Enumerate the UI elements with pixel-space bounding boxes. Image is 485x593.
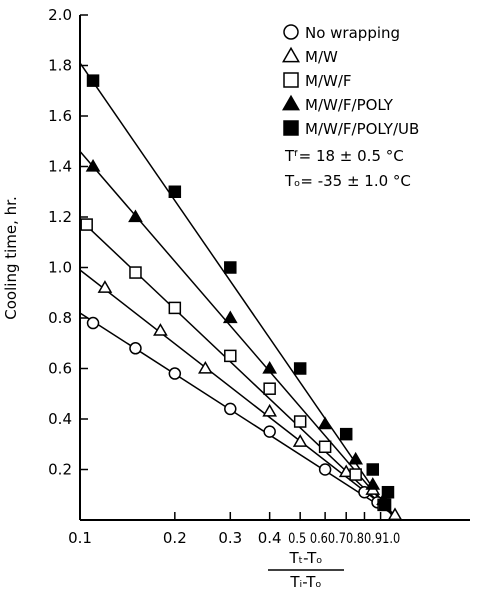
legend-label: M/W/F — [305, 72, 352, 90]
marker-triangle — [262, 403, 277, 417]
marker-triangle — [222, 310, 238, 324]
x-tick-label: 0.1 — [68, 529, 92, 547]
marker-square — [80, 218, 93, 231]
annotation-tf: Tᶠ= 18 ± 0.5 °C — [284, 147, 404, 165]
y-tick-label: 1.0 — [48, 259, 72, 277]
marker-square — [168, 185, 182, 198]
y-tick-label: 0.8 — [48, 309, 72, 327]
marker-square — [293, 362, 307, 375]
fit-line — [79, 312, 403, 521]
x-axis-label: Tₜ-Tₒ Tᵢ-Tₒ — [268, 549, 344, 591]
marker-square — [168, 301, 182, 315]
marker-triangle — [348, 451, 363, 465]
x-tick-label-strip: 0.5 0.60.70.80.91.0 — [288, 531, 400, 547]
marker-square — [366, 463, 380, 476]
marker-circle — [224, 402, 237, 416]
fit-line — [79, 150, 399, 521]
legend-label: No wrapping — [305, 24, 400, 42]
marker-triangle — [365, 477, 381, 490]
marker-square — [129, 266, 142, 279]
marker-circle — [129, 342, 142, 355]
y-tick-label: 1.2 — [48, 208, 72, 226]
marker-triangle — [97, 280, 113, 293]
marker-square — [378, 498, 392, 512]
legend: No wrapping M/W M/W/F M/W/F/POLY M/W/F/POLY/… — [281, 24, 419, 190]
marker-triangle — [153, 323, 168, 336]
marker-square — [339, 427, 353, 441]
y-tick-label: 2.0 — [48, 6, 72, 24]
marker-circle — [263, 425, 276, 438]
fit-line — [79, 62, 396, 521]
marker-triangle — [281, 94, 301, 111]
marker-triangle — [262, 360, 277, 374]
x-axis-label-denominator: Tᵢ-Tₒ — [289, 573, 321, 591]
marker-triangle — [292, 434, 308, 447]
y-tick-label: 1.8 — [48, 57, 72, 75]
marker-square — [381, 485, 395, 499]
marker-square — [224, 261, 237, 274]
y-tick-label: 0.6 — [48, 360, 72, 378]
marker-square — [349, 468, 362, 481]
data-points — [80, 74, 403, 521]
y-tick-label: 1.4 — [48, 158, 72, 176]
marker-triangle — [281, 46, 301, 63]
x-tick-label: 0.2 — [163, 529, 187, 547]
y-tick-label: 0.2 — [48, 461, 72, 479]
marker-triangle — [85, 158, 101, 172]
marker-square — [86, 74, 100, 87]
marker-square — [293, 415, 307, 428]
marker-triangle — [128, 209, 143, 223]
marker-triangle — [317, 416, 333, 430]
legend-label: M/W/F/POLY/UB — [305, 120, 419, 138]
marker-square — [283, 120, 299, 136]
marker-triangle — [387, 507, 403, 521]
marker-circle — [318, 463, 332, 476]
marker-triangle — [338, 464, 354, 478]
marker-triangle — [198, 360, 213, 374]
marker-circle — [86, 316, 100, 330]
axes: 0.2 0.4 0.6 0.8 1.0 1.2 1.4 1.6 1.8 2.0 0.1 0.2 0.3 0… — [48, 6, 470, 547]
marker-square — [318, 440, 332, 454]
marker-square — [283, 72, 299, 88]
x-tick-label: 0.3 — [218, 529, 242, 547]
fit-line — [79, 269, 403, 521]
y-axis-label: Cooling time, hr. — [2, 196, 20, 319]
legend-label: M/W/F/POLY — [305, 96, 394, 114]
marker-square — [263, 382, 276, 395]
marker-square — [224, 349, 237, 363]
marker-circle — [168, 367, 182, 380]
marker-circle — [283, 24, 299, 40]
y-tick-label: 1.6 — [48, 107, 72, 125]
y-tick-label: 0.4 — [48, 410, 72, 428]
annotation-to: Tₒ= -35 ± 1.0 °C — [284, 172, 411, 190]
x-tick-label: 0.4 — [258, 529, 282, 547]
legend-label: M/W — [305, 48, 338, 66]
x-axis-label-numerator: Tₜ-Tₒ — [289, 549, 323, 567]
